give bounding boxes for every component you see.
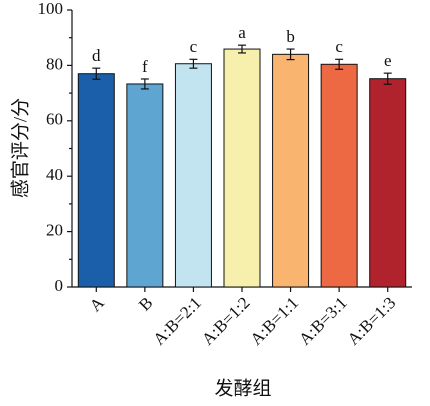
y-tick-label: 40 [46,165,63,184]
bar [272,53,310,288]
x-axis-label: 发酵组 [214,377,271,399]
x-tick-label: A:B=1:1 [247,293,303,349]
y-tick-label: 100 [38,0,64,18]
bar [77,73,115,288]
significance-letter: b [286,27,295,46]
x-tick-label: A:B=1:2 [198,293,254,349]
significance-letter: e [384,51,392,70]
y-tick-label: 20 [46,221,63,240]
y-tick-label: 80 [46,54,63,73]
x-tick-label: A:B=2:1 [149,293,205,349]
x-tick-label: B [135,293,156,314]
significance-letter: d [92,46,101,65]
x-tick-label: A:B=3:1 [295,293,351,349]
significance-letter: a [238,23,246,42]
y-tick-label: 60 [46,110,63,129]
bar [369,78,407,288]
x-tick-label: A:B=1:3 [344,293,400,349]
significance-letter: c [335,37,343,56]
bar [174,63,212,288]
bar [320,63,358,288]
y-axis-label: 感官评分/分 [9,98,31,198]
bar [126,83,164,288]
significance-letter: f [142,57,148,76]
y-tick-label: 0 [55,276,64,295]
significance-letter: c [190,37,198,56]
bar [223,48,261,288]
x-tick-label: A [86,293,109,316]
